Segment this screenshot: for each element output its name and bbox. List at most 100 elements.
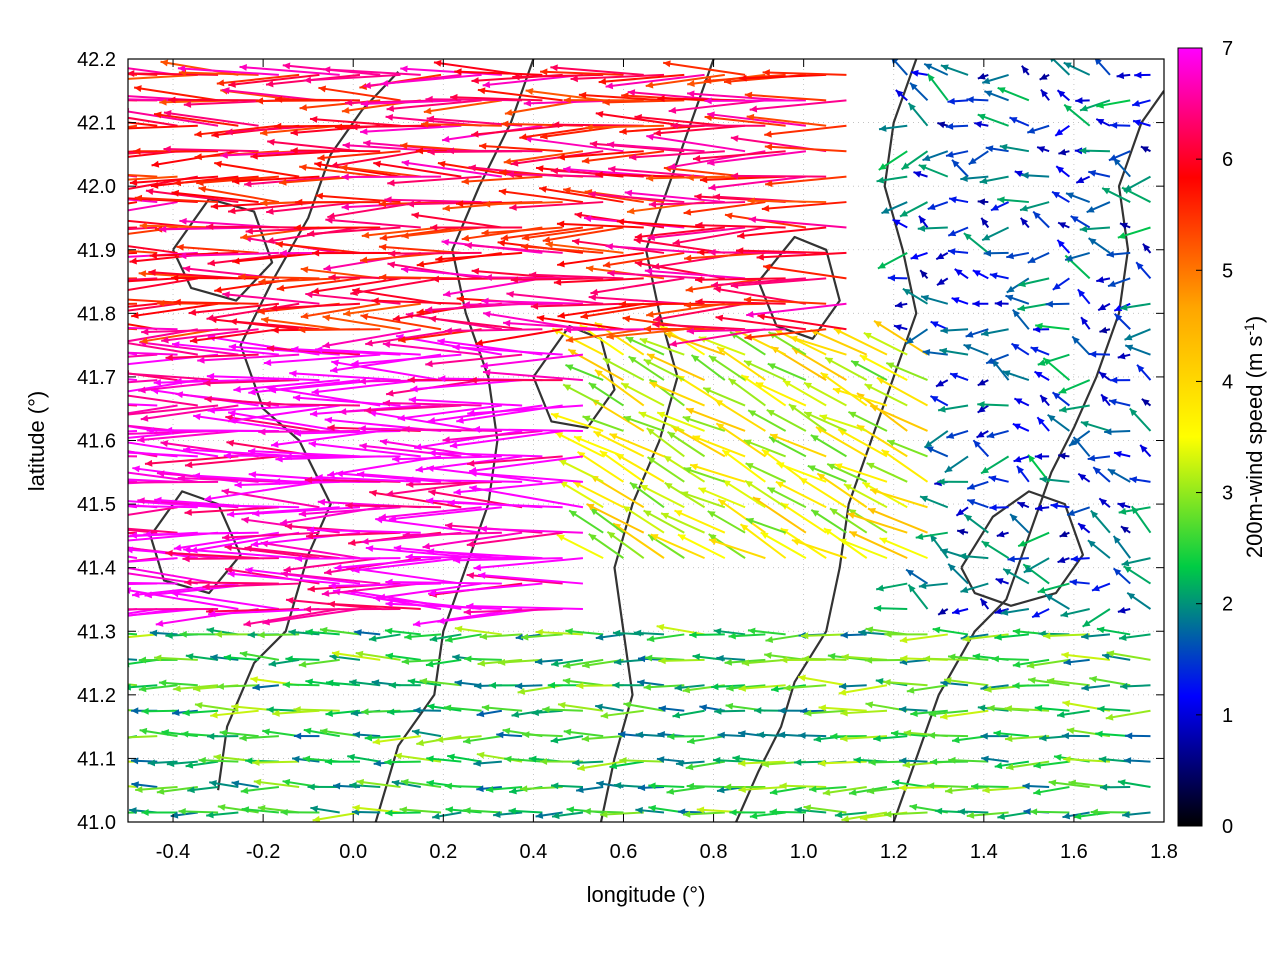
wind-arrow-head [456, 295, 465, 303]
wind-arrow-shaft [602, 357, 645, 381]
wind-arrow-head [698, 487, 707, 494]
wind-arrow-head [341, 106, 350, 114]
wind-arrow-head [356, 778, 364, 786]
wind-arrow-head [803, 804, 812, 812]
wind-arrow-head [716, 654, 724, 662]
wind-arrow-shaft [322, 328, 421, 348]
wind-arrow-head [666, 788, 675, 795]
wind-arrow-head [612, 681, 620, 689]
wind-arrow-head [572, 238, 580, 246]
wind-arrow-shaft [550, 412, 604, 432]
wind-arrow-head [804, 411, 813, 419]
wind-arrow-head [504, 755, 512, 763]
wind-arrow-head [1096, 118, 1105, 126]
wind-arrow-head [670, 122, 678, 130]
wind-arrow-shaft [243, 608, 340, 626]
wind-arrow-head [730, 135, 739, 143]
wind-arrow-head [740, 524, 749, 532]
wind-arrow-shaft [206, 302, 300, 320]
wind-arrow-head [1098, 755, 1107, 763]
wind-arrow-head [696, 806, 705, 814]
wind-arrow-head [243, 620, 252, 628]
wind-arrow-head [944, 465, 953, 473]
wind-arrow-shaft [482, 201, 563, 206]
wind-arrow-head [473, 759, 481, 767]
wind-arrow-head [1102, 652, 1110, 660]
wind-arrow-shaft [833, 327, 888, 356]
wind-arrow-shaft [311, 379, 421, 394]
wind-arrow-head [1086, 206, 1095, 213]
x-axis-title: longitude (°) [587, 882, 706, 907]
wind-arrow-head [322, 314, 331, 322]
wind-arrow-head [1137, 364, 1145, 373]
wind-arrow-head [368, 634, 377, 642]
wind-arrow-shaft [128, 424, 178, 432]
wind-arrow-shaft [510, 277, 604, 281]
wind-arrow-head [990, 204, 999, 211]
wind-arrow-shaft [746, 302, 847, 317]
wind-arrow-head [274, 122, 282, 130]
wind-arrow-head [906, 569, 915, 577]
wind-arrow-head [1094, 59, 1102, 66]
wind-arrow-head [633, 629, 642, 637]
wind-arrow-head [425, 306, 433, 314]
wind-arrow-head [1066, 727, 1075, 735]
wind-arrow-shaft [274, 98, 360, 102]
wind-arrow-shaft [210, 709, 259, 717]
wind-arrow-head [989, 504, 997, 512]
wind-arrow-head [1058, 387, 1067, 394]
wind-arrow-shaft [898, 786, 948, 789]
wind-arrow-head [644, 654, 653, 662]
wind-arrow-shaft [525, 89, 604, 102]
wind-arrow-head [736, 247, 744, 255]
wind-arrow-shaft [619, 759, 665, 763]
wind-arrow-shaft [128, 811, 138, 814]
wind-arrow-shaft [639, 484, 685, 509]
wind-arrow-head [809, 785, 817, 793]
x-tick-label: 1.2 [880, 841, 908, 863]
wind-arrow-shaft [275, 242, 361, 254]
wind-arrow-head [913, 170, 922, 178]
wind-arrow-head [539, 758, 548, 765]
wind-arrow-head [695, 276, 703, 284]
wind-arrow-head [708, 538, 717, 546]
wind-arrow-head [840, 709, 848, 717]
wind-arrow-shaft [580, 302, 665, 319]
wind-arrow-head [135, 785, 143, 793]
wind-arrow-head [1104, 428, 1112, 436]
wind-arrow-head [479, 633, 488, 641]
wind-arrow-shaft [838, 684, 888, 695]
wind-arrow-head [384, 196, 392, 204]
wind-arrow-head [279, 249, 287, 257]
wind-arrow-head [325, 679, 334, 687]
wind-arrow-head [31, 492, 39, 499]
wind-arrow-head [1035, 322, 1043, 330]
wind-arrow-head [263, 400, 271, 408]
wind-arrow-head [840, 631, 848, 639]
wind-arrow-head [423, 107, 432, 115]
wind-arrow-head [394, 752, 403, 760]
wind-arrow-head [1057, 90, 1066, 98]
wind-arrow-head [467, 409, 475, 417]
wind-arrow-shaft [176, 245, 259, 254]
wind-arrow-head [583, 807, 591, 815]
wind-arrow-shaft [481, 226, 563, 235]
wind-arrow-head [378, 513, 387, 521]
terrain-contour [149, 490, 242, 595]
wind-arrow-head [921, 294, 929, 302]
wind-arrow-head [1070, 216, 1079, 223]
wind-arrow-head [369, 489, 377, 497]
wind-arrow-head [711, 683, 719, 691]
wind-arrow-head [407, 678, 416, 686]
wind-arrow-head [619, 756, 627, 764]
wind-arrow-shaft [253, 780, 300, 789]
wind-arrow-shaft [442, 429, 543, 442]
wind-arrow-head [522, 731, 530, 739]
wind-arrow-head [761, 449, 770, 457]
wind-arrow-shaft [745, 462, 787, 483]
wind-arrow-shaft [706, 150, 807, 165]
wind-arrow-shaft [478, 144, 563, 153]
wind-arrow-head [426, 755, 434, 763]
wind-arrow-head [810, 435, 819, 442]
wind-arrow-head [741, 659, 750, 667]
